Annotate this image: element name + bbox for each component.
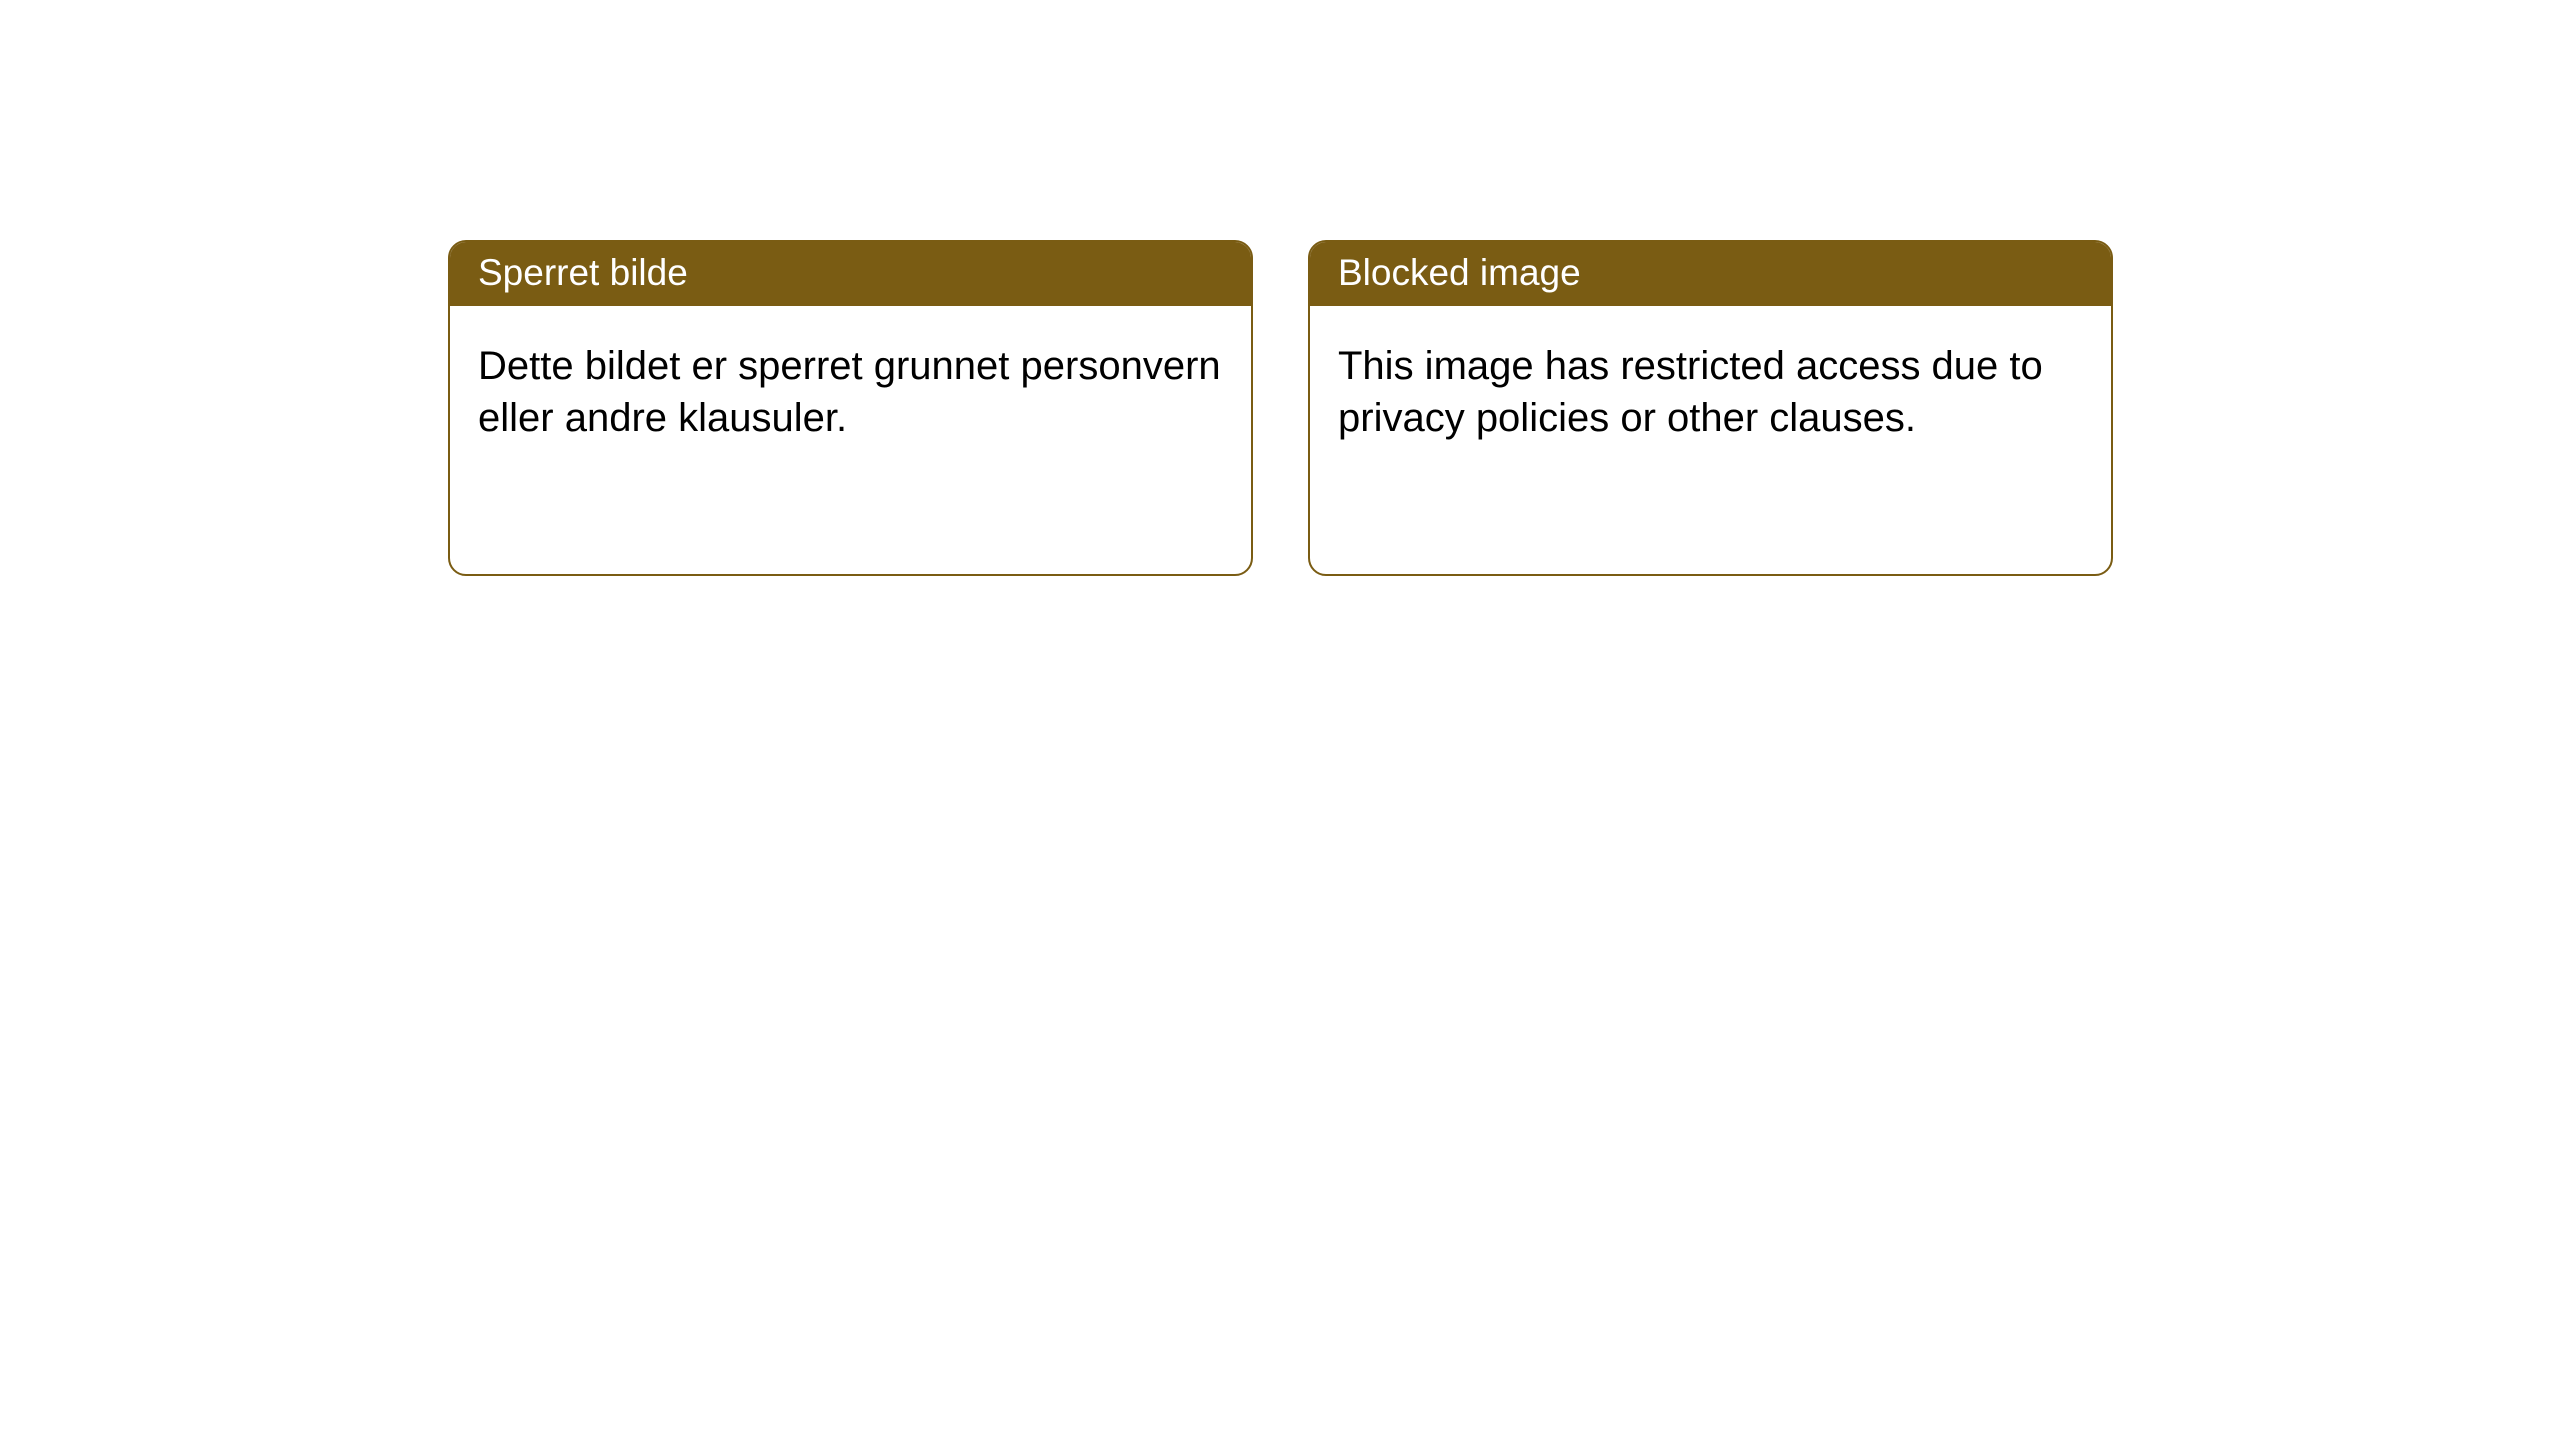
notice-card-english: Blocked image This image has restricted …: [1308, 240, 2113, 576]
notice-message: Dette bildet er sperret grunnet personve…: [478, 344, 1221, 440]
notice-header: Sperret bilde: [450, 242, 1251, 306]
notice-title: Blocked image: [1338, 252, 1581, 293]
notice-message: This image has restricted access due to …: [1338, 344, 2043, 440]
notice-title: Sperret bilde: [478, 252, 688, 293]
notice-body: Dette bildet er sperret grunnet personve…: [450, 306, 1251, 472]
notice-card-norwegian: Sperret bilde Dette bildet er sperret gr…: [448, 240, 1253, 576]
notice-header: Blocked image: [1310, 242, 2111, 306]
notice-container: Sperret bilde Dette bildet er sperret gr…: [0, 0, 2560, 576]
notice-body: This image has restricted access due to …: [1310, 306, 2111, 472]
